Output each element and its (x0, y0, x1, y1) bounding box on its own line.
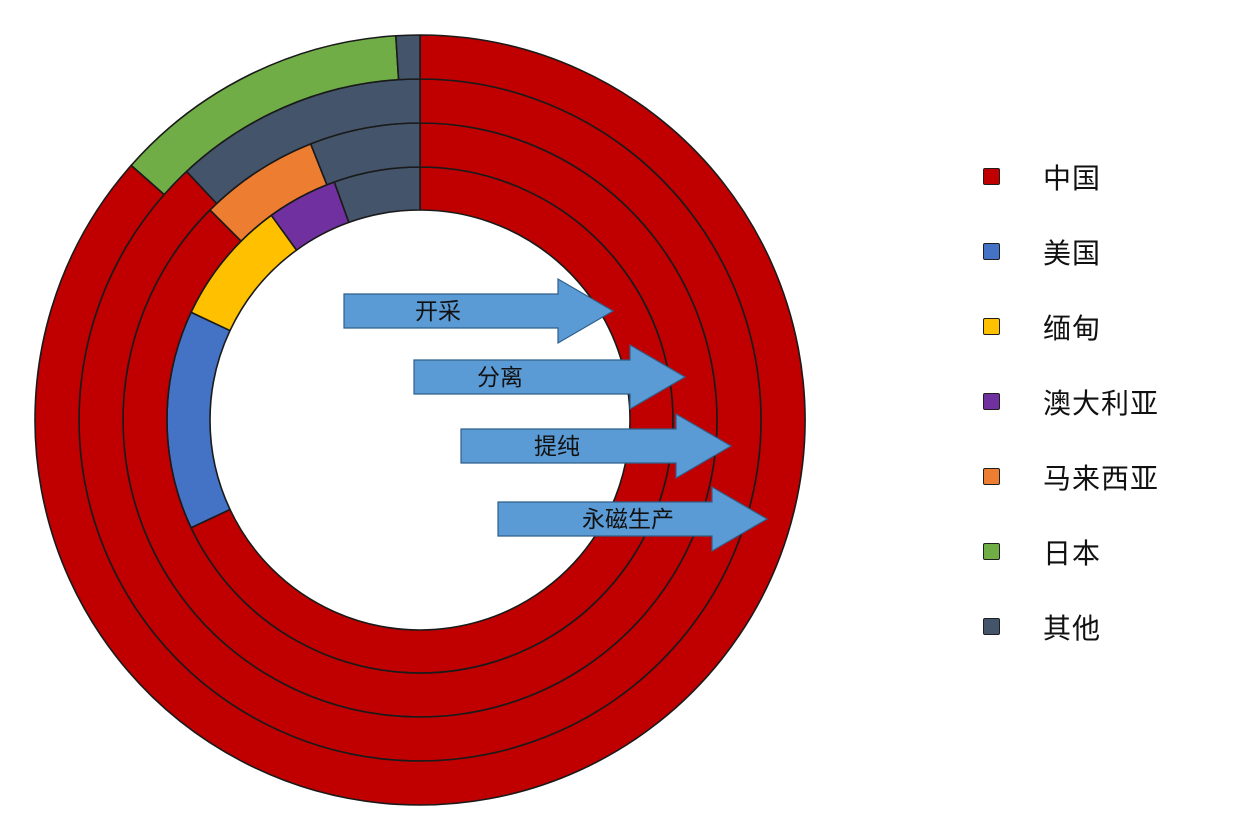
legend-swatch (983, 618, 1000, 635)
legend-item: 马来西亚 (983, 442, 1223, 517)
legend-item: 其他 (983, 592, 1223, 667)
slice-ring4-series1 (34, 34, 806, 806)
process-arrow-2 (413, 343, 687, 411)
legend-item: 中国 (983, 142, 1223, 217)
legend-item: 缅甸 (983, 292, 1223, 367)
legend-label: 日本 (1043, 536, 1102, 570)
legend-swatch (983, 168, 1000, 185)
legend-item: 日本 (983, 517, 1223, 592)
process-arrow-4 (497, 485, 769, 553)
legend-item: 澳大利亚 (983, 367, 1223, 442)
legend-label: 美国 (1043, 236, 1102, 270)
process-arrow-3 (460, 412, 733, 480)
ring-2 (122, 122, 718, 718)
ring-1 (166, 166, 674, 674)
legend-label: 澳大利亚 (1043, 386, 1160, 420)
stage-label-2: 分离 (477, 365, 523, 391)
stage-label-3: 提纯 (534, 434, 580, 460)
legend-swatch (983, 543, 1000, 560)
legend-swatch (983, 243, 1000, 260)
process-arrow-1 (343, 277, 615, 345)
legend-label: 其他 (1043, 611, 1102, 645)
legend-swatch (983, 468, 1000, 485)
chart-legend: 中国美国缅甸澳大利亚马来西亚日本其他 (983, 142, 1223, 667)
stage-label-4: 永磁生产 (582, 507, 674, 533)
legend-label: 缅甸 (1043, 311, 1102, 345)
slice-ring4-series7 (395, 34, 421, 81)
legend-label: 马来西亚 (1043, 461, 1160, 495)
ring-4 (34, 34, 806, 806)
legend-swatch (983, 318, 1000, 335)
stage-label-1: 开采 (415, 299, 461, 325)
legend-item: 美国 (983, 217, 1223, 292)
legend-label: 中国 (1043, 161, 1102, 195)
legend-swatch (983, 393, 1000, 410)
